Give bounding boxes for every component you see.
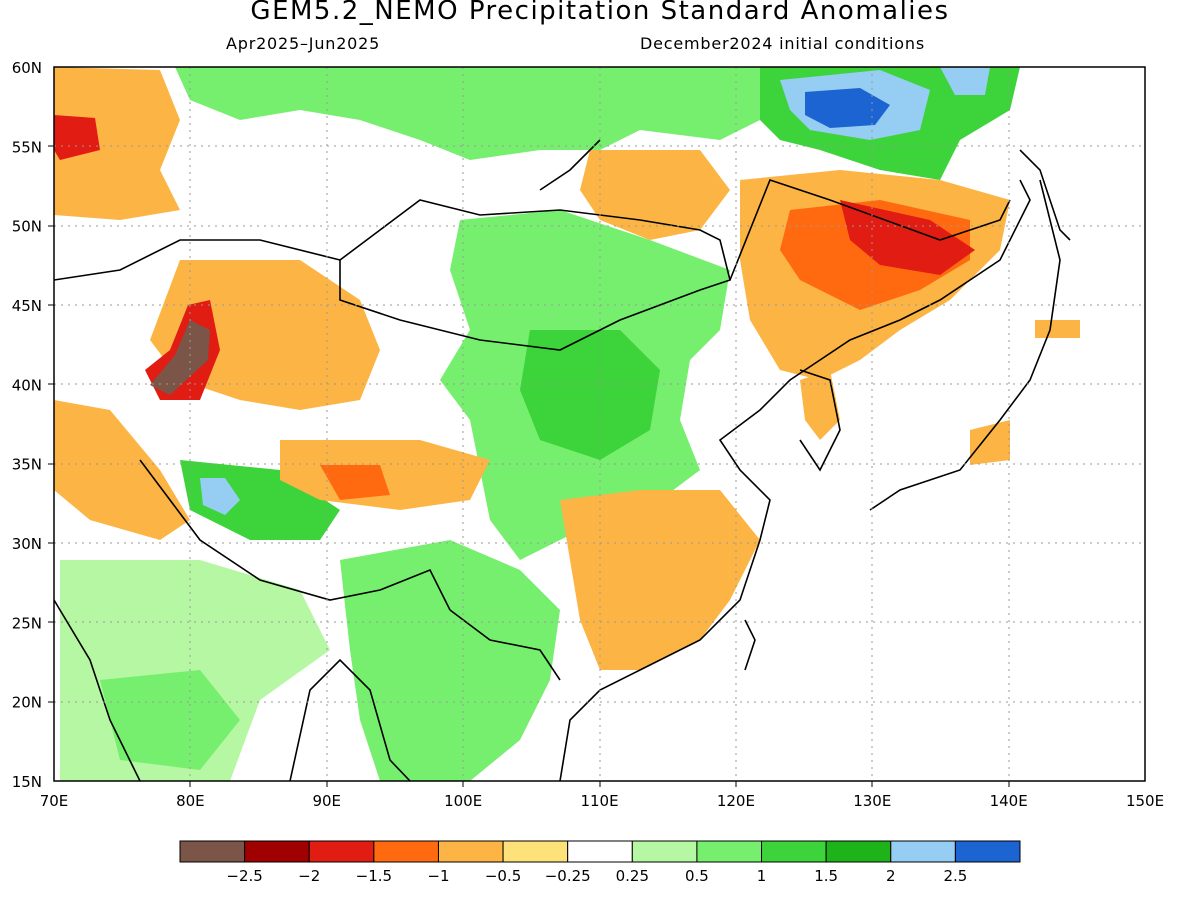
colorbar-swatch — [890, 840, 956, 863]
colorbar-swatch — [308, 840, 375, 863]
forecast-period: Apr2025–Jun2025 — [226, 34, 381, 53]
dry-area-tibet-north-core — [320, 465, 390, 500]
lon-tick-label: 140E — [990, 792, 1028, 810]
dry-area-japan — [970, 420, 1010, 465]
gridlines — [54, 67, 1145, 781]
colorbar-label: 0.5 — [685, 867, 709, 885]
lon-tick-label: 100E — [444, 792, 482, 810]
coastline-korea — [799, 369, 841, 472]
coastline-japan — [869, 179, 1061, 511]
lon-tick-label: 130E — [853, 792, 891, 810]
lon-tick-label: 110E — [580, 792, 618, 810]
lat-tick-label: 15N — [12, 773, 42, 791]
colorbar-swatch — [631, 840, 698, 863]
lat-tick-label: 35N — [12, 456, 42, 474]
dry-area-manchuria-peak — [840, 200, 975, 275]
figure-title: GEM5.2_NEMO Precipitation Standard Anoma… — [250, 0, 950, 26]
initial-conditions: December2024 initial conditions — [640, 34, 925, 53]
longitude-labels: 70E 80E 90E 100E 110E 120E 130E 140E 150E — [40, 792, 1164, 810]
dry-area-west-siberia — [54, 67, 180, 220]
coastline-india — [54, 599, 141, 781]
border-russia-china-ne — [729, 179, 1011, 281]
colorbar-swatch — [825, 840, 892, 863]
colorbar-swatch — [696, 840, 763, 863]
coastline-sakhalin — [1019, 149, 1071, 241]
dry-area-hokkaido — [1035, 320, 1080, 338]
lon-tick-label: 90E — [312, 792, 341, 810]
lon-tick-label: 80E — [176, 792, 205, 810]
latitude-labels: 15N 20N 25N 30N 35N 40N 45N 50N 55N 60N — [12, 59, 42, 791]
colorbar-swatch — [567, 840, 633, 863]
lon-tick-label: 120E — [717, 792, 755, 810]
colorbar-swatch — [954, 840, 1021, 863]
wet-area-india-core — [100, 670, 240, 770]
border-russia-kazakh — [54, 239, 341, 281]
lat-tick-label: 60N — [12, 59, 42, 77]
dry-area-west-siberia-core — [54, 115, 100, 160]
colorbar-label: 2 — [886, 867, 896, 885]
lat-tick-label: 40N — [12, 376, 42, 394]
colorbar-swatch — [373, 840, 439, 863]
lon-tick-label: 150E — [1126, 792, 1164, 810]
wet-area-indochina — [340, 540, 560, 781]
dry-area-tibet-north — [280, 440, 490, 510]
lon-tick-label: 70E — [40, 792, 69, 810]
colorbar-swatch — [244, 840, 310, 863]
colorbar-label: −2.5 — [226, 867, 262, 885]
dry-area-pakistan — [54, 400, 190, 540]
coastline-taiwan — [744, 619, 756, 671]
colorbar-labels: −2.5 −2 −1.5 −1 −0.5 −0.25 0.25 0.5 1 1.5 2 2.5 — [226, 867, 967, 885]
wet-area-okhotsk — [940, 67, 990, 95]
colorbar-label: −2 — [298, 867, 320, 885]
coastline-china — [559, 179, 1031, 781]
axis-ticks — [48, 145, 1010, 787]
colorbar-label: −0.5 — [485, 867, 521, 885]
colorbar-label: −1 — [427, 867, 449, 885]
colorbar — [179, 840, 1021, 863]
border-china-india — [139, 459, 451, 611]
coastline-bay-of-bengal — [289, 658, 411, 781]
lat-tick-label: 50N — [12, 218, 42, 236]
colorbar-label: 1 — [757, 867, 767, 885]
colorbar-swatch — [502, 840, 569, 863]
wet-area-china-core — [520, 330, 660, 460]
colorbar-swatch — [179, 840, 246, 863]
lat-tick-label: 25N — [12, 614, 42, 632]
wet-area-northeast-peak — [805, 88, 890, 128]
lat-tick-label: 55N — [12, 138, 42, 156]
lat-tick-label: 45N — [12, 297, 42, 315]
dry-area-kazakhstan-peak — [150, 320, 210, 395]
wet-area-siberia — [175, 67, 760, 160]
colorbar-label: 2.5 — [943, 867, 967, 885]
colorbar-label: −1.5 — [356, 867, 392, 885]
colorbar-label: 1.5 — [814, 867, 838, 885]
lake-baikal — [539, 139, 601, 191]
dry-area-korea — [800, 370, 840, 440]
colorbar-label: 0.25 — [616, 867, 649, 885]
dry-area-south-china — [560, 490, 760, 670]
colorbar-swatch — [761, 840, 827, 863]
anomaly-fields — [54, 67, 1080, 781]
colorbar-swatch — [437, 840, 504, 863]
coastlines-and-borders — [54, 139, 1071, 781]
wet-area-tibet-core — [200, 478, 240, 515]
lat-tick-label: 20N — [12, 694, 42, 712]
colorbar-label: −0.25 — [545, 867, 591, 885]
border-mongolia — [339, 199, 731, 351]
lat-tick-label: 30N — [12, 535, 42, 553]
border-china-se-asia — [449, 609, 561, 681]
